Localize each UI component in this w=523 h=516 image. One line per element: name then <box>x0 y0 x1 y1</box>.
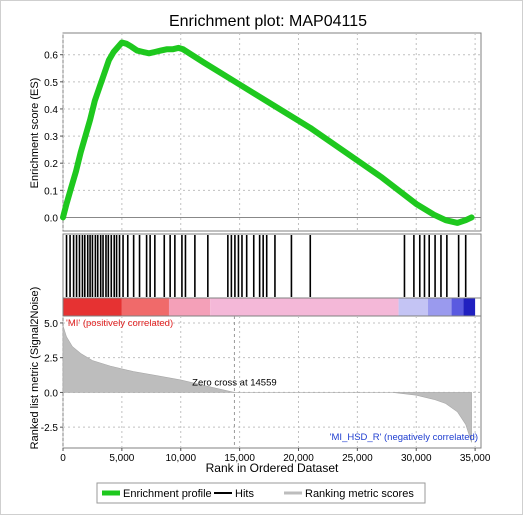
positive-correlation-label: 'MI' (positively correlated) <box>66 318 173 329</box>
rank-color-segment-0 <box>63 298 122 316</box>
legend-box <box>96 482 426 504</box>
rank-color-segment-6 <box>451 298 464 316</box>
es-ytick-label-0: 0.0 <box>44 213 58 224</box>
xtick-label-5: 25,000 <box>342 453 373 464</box>
rank-color-segment-4 <box>398 298 429 316</box>
es-ytick-label-3: 0.3 <box>44 132 58 143</box>
legend-label-hits: Hits <box>235 488 254 500</box>
rank-color-segment-7 <box>463 298 476 316</box>
es-ytick-label-2: 0.2 <box>44 159 58 170</box>
es-axis-label: Enrichment score (ES) <box>29 78 41 189</box>
rank-color-segment-2 <box>168 298 211 316</box>
es-panel: 0.0 0.1 0.2 0.3 0.4 0.5 0.6 <box>44 32 482 232</box>
rank-color-segment-1 <box>121 298 169 316</box>
ranking-axis-label: Ranked list metric (Signal2Noise) <box>29 287 41 450</box>
negative-correlation-label: 'MI_HSD_R' (negatively correlated) <box>330 432 478 443</box>
rank-color-segment-5 <box>428 298 452 316</box>
hits-plot-area <box>62 233 482 299</box>
legend-label-enrichment: Enrichment profile <box>123 488 212 500</box>
es-ytick-label-4: 0.4 <box>44 105 58 116</box>
es-ytick-label-1: 0.1 <box>44 186 58 197</box>
xtick-label-0: 0 <box>60 453 66 464</box>
x-axis: 0 5,000 10,000 15,000 20,000 25,000 30,000 35,0… <box>60 448 491 464</box>
rank-ytick-label-0: 5.0 <box>44 319 58 330</box>
legend-label-ranking: Ranking metric scores <box>305 488 414 500</box>
ranking-panel: 5.0 2.5 0.0 -2.5 'MI' (positively correlated… <box>41 315 482 449</box>
xtick-label-2: 10,000 <box>165 453 196 464</box>
enrichment-profile-line <box>60 39 475 226</box>
rank-ytick-label-3: -2.5 <box>41 423 59 434</box>
xtick-label-7: 35,000 <box>460 453 491 464</box>
es-ytick-label-5: 0.5 <box>44 78 58 89</box>
chart-title: Enrichment plot: MAP04115 <box>169 13 367 30</box>
es-ytick-label-6: 0.6 <box>44 51 58 62</box>
rank-color-segment-3 <box>210 298 399 316</box>
legend: Enrichment profile Hits Ranking metric sco… <box>96 482 426 504</box>
xtick-label-1: 5,000 <box>109 453 134 464</box>
zero-cross-label: Zero cross at 14559 <box>192 377 277 388</box>
rank-ytick-label-2: 0.0 <box>44 388 58 399</box>
es-plot-area <box>62 32 482 232</box>
ranking-metric-area <box>62 325 472 443</box>
xtick-label-4: 20,000 <box>283 453 314 464</box>
rank-ytick-label-1: 2.5 <box>44 354 58 365</box>
xtick-label-3: 15,000 <box>224 453 255 464</box>
x-axis-label: Rank in Ordered Dataset <box>206 461 339 475</box>
xtick-label-6: 30,000 <box>401 453 432 464</box>
hits-panel <box>62 233 482 317</box>
